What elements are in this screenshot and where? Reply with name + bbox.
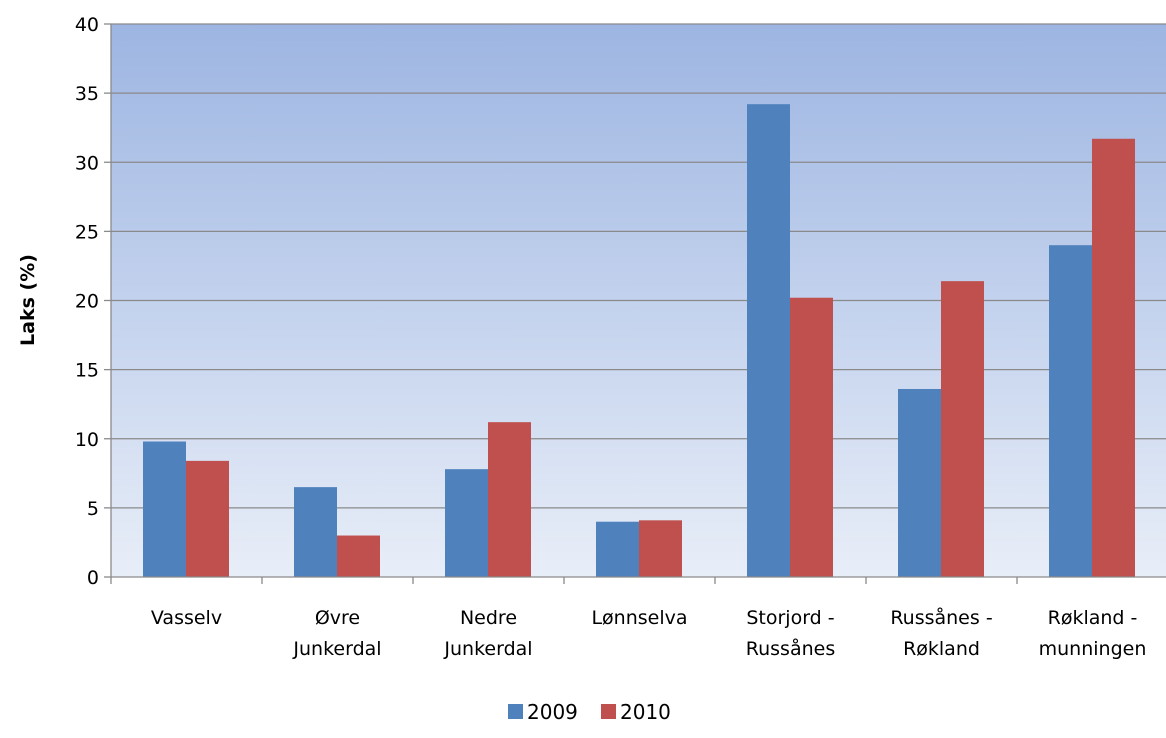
y-tick-label: 15 <box>75 360 99 382</box>
y-tick-label: 20 <box>75 291 99 313</box>
bar-2010-4 <box>790 297 833 577</box>
legend-swatch-2010 <box>601 704 616 719</box>
labels: 0 5 10 15 20 25 30 35 40 Vasselv Øvre Junkerdal Nedr… <box>17 14 1146 660</box>
y-axis-label: Laks (%) <box>17 254 39 346</box>
x-category-label: Vasselv <box>151 607 222 629</box>
bar-2010-1 <box>337 535 380 577</box>
bar-2010-2 <box>488 422 531 577</box>
bar-2010-6 <box>1092 138 1135 577</box>
bar-2010-3 <box>639 520 682 577</box>
y-tick-label: 0 <box>87 567 99 589</box>
y-tick-label: 40 <box>75 14 99 36</box>
x-category-label: Russånes -Røkland <box>890 606 992 660</box>
legend-swatch-2009 <box>508 704 523 719</box>
bar-2009-0 <box>143 441 186 577</box>
bars <box>143 104 1135 577</box>
bar-2009-3 <box>596 521 639 577</box>
bar-2009-2 <box>445 469 488 577</box>
y-tick-label: 5 <box>87 498 99 520</box>
y-tick-label: 30 <box>75 152 99 174</box>
bar-2009-5 <box>898 388 941 577</box>
bar-2009-6 <box>1049 245 1092 577</box>
bar-2010-0 <box>186 460 229 577</box>
x-category-label: Røkland -munningen <box>1039 607 1147 660</box>
bar-2009-1 <box>294 487 337 577</box>
legend-label-2010: 2010 <box>620 700 671 724</box>
x-category-label: Storjord -Russånes <box>746 607 835 660</box>
bar-2009-4 <box>747 104 790 577</box>
axes <box>104 23 1166 584</box>
y-tick-label: 10 <box>75 429 99 451</box>
y-tick-label: 25 <box>75 221 99 243</box>
legend: 2009 2010 <box>508 700 671 724</box>
y-tick-label: 35 <box>75 83 99 105</box>
x-category-label: Nedre Junkerdal <box>443 607 532 660</box>
legend-label-2009: 2009 <box>527 700 578 724</box>
bar-2010-5 <box>941 281 984 577</box>
x-category-label: Øvre Junkerdal <box>292 607 381 660</box>
x-category-label: Lønnselva <box>591 607 687 629</box>
gridlines <box>111 23 1166 509</box>
